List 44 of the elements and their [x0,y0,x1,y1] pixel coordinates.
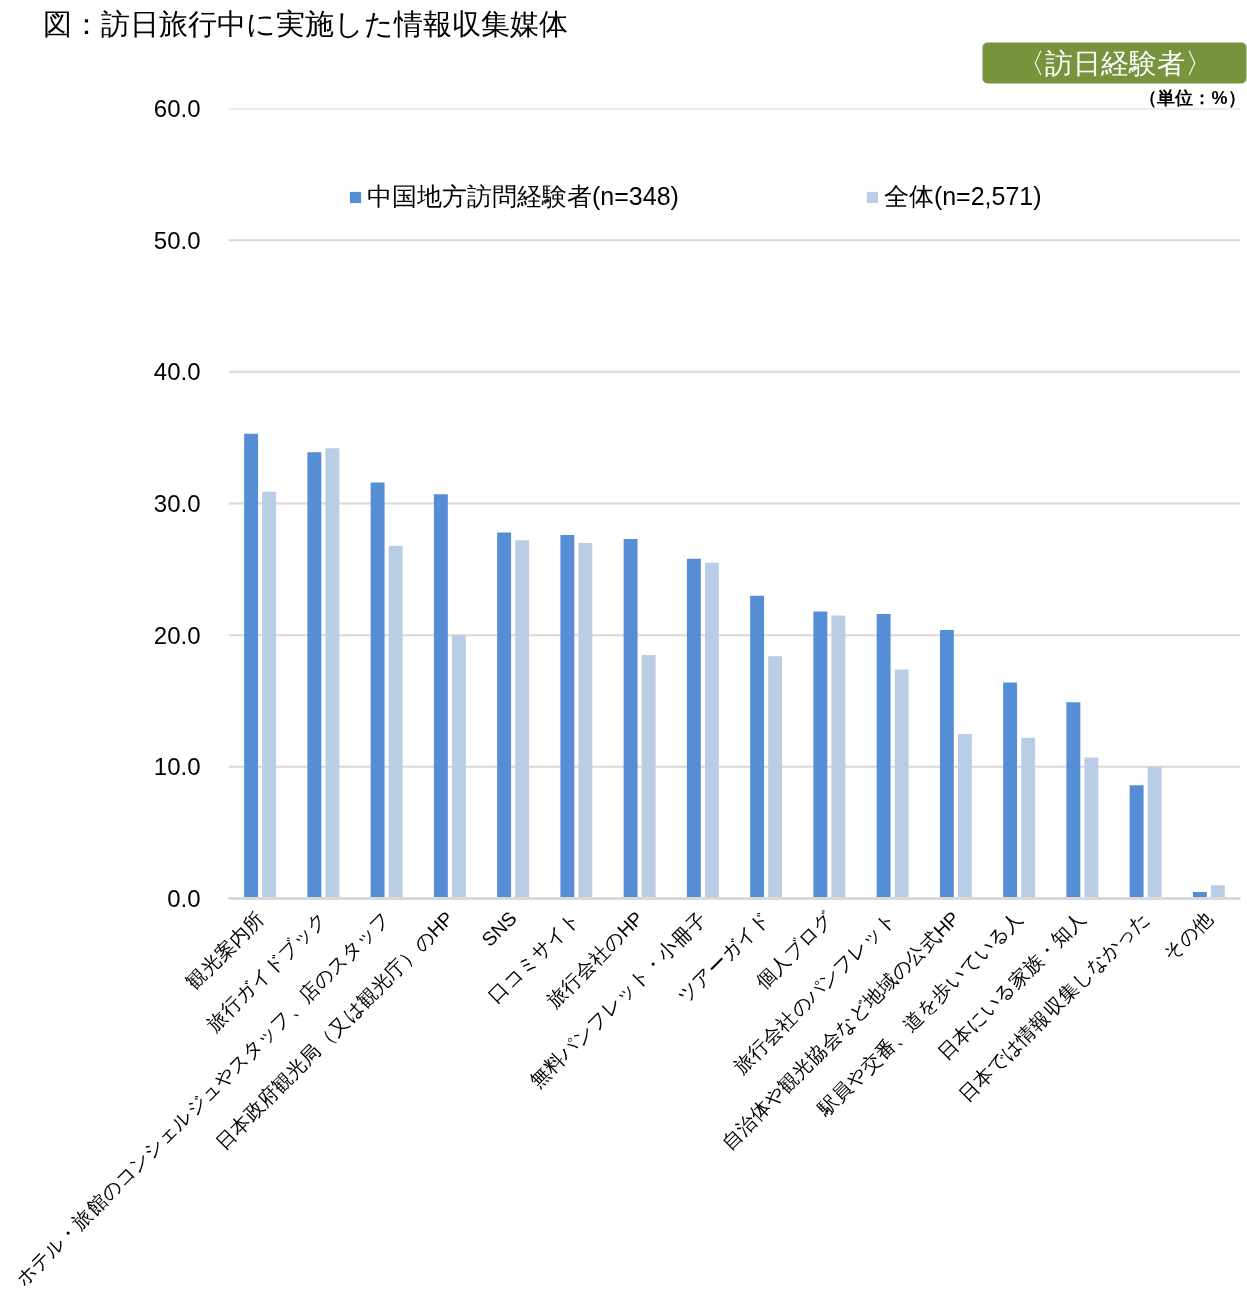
bar [1129,785,1144,899]
bar [641,654,656,899]
bar [957,733,972,899]
bar [894,669,909,899]
y-tick-label: 0.0 [167,885,201,912]
y-tick-label: 60.0 [153,95,201,122]
bar [1084,757,1099,899]
legend-label: 全体(n=2,571) [883,181,1042,212]
bar [686,558,701,899]
bar [876,614,891,899]
bar [1147,766,1162,899]
y-tick-label: 40.0 [153,358,201,386]
bar [1021,737,1036,899]
chart-subtitle: 〈訪日経験者〉 [1016,47,1213,79]
bar [433,494,448,899]
y-tick-label: 50.0 [153,226,201,254]
y-tick-label: 30.0 [153,490,201,517]
y-tick-label: 20.0 [153,621,201,649]
bar [515,540,530,899]
bar [578,543,593,899]
bar [388,545,403,899]
text: （単位：%） [1139,87,1246,108]
bar [768,656,783,899]
bar [1210,885,1225,899]
bar [623,539,638,899]
bar [325,448,340,899]
bar [451,635,466,899]
y-tick-label: 10.0 [153,753,201,781]
bar [560,535,575,899]
chart-title: 図：訪日旅行中に実施した情報収集媒体 [42,7,568,40]
bar [1003,682,1018,899]
bar [262,491,277,899]
legend-label: 中国地方訪問経験者(n=348) [367,181,679,212]
bar [497,532,512,899]
bar [704,562,719,899]
bar [939,629,954,899]
bar [750,595,765,899]
bar [307,452,322,899]
bar [370,482,385,899]
x-tick-label: その他 [1158,906,1217,965]
bar [813,611,828,899]
bar [244,433,259,899]
bar [1066,702,1081,899]
bar [831,615,846,899]
